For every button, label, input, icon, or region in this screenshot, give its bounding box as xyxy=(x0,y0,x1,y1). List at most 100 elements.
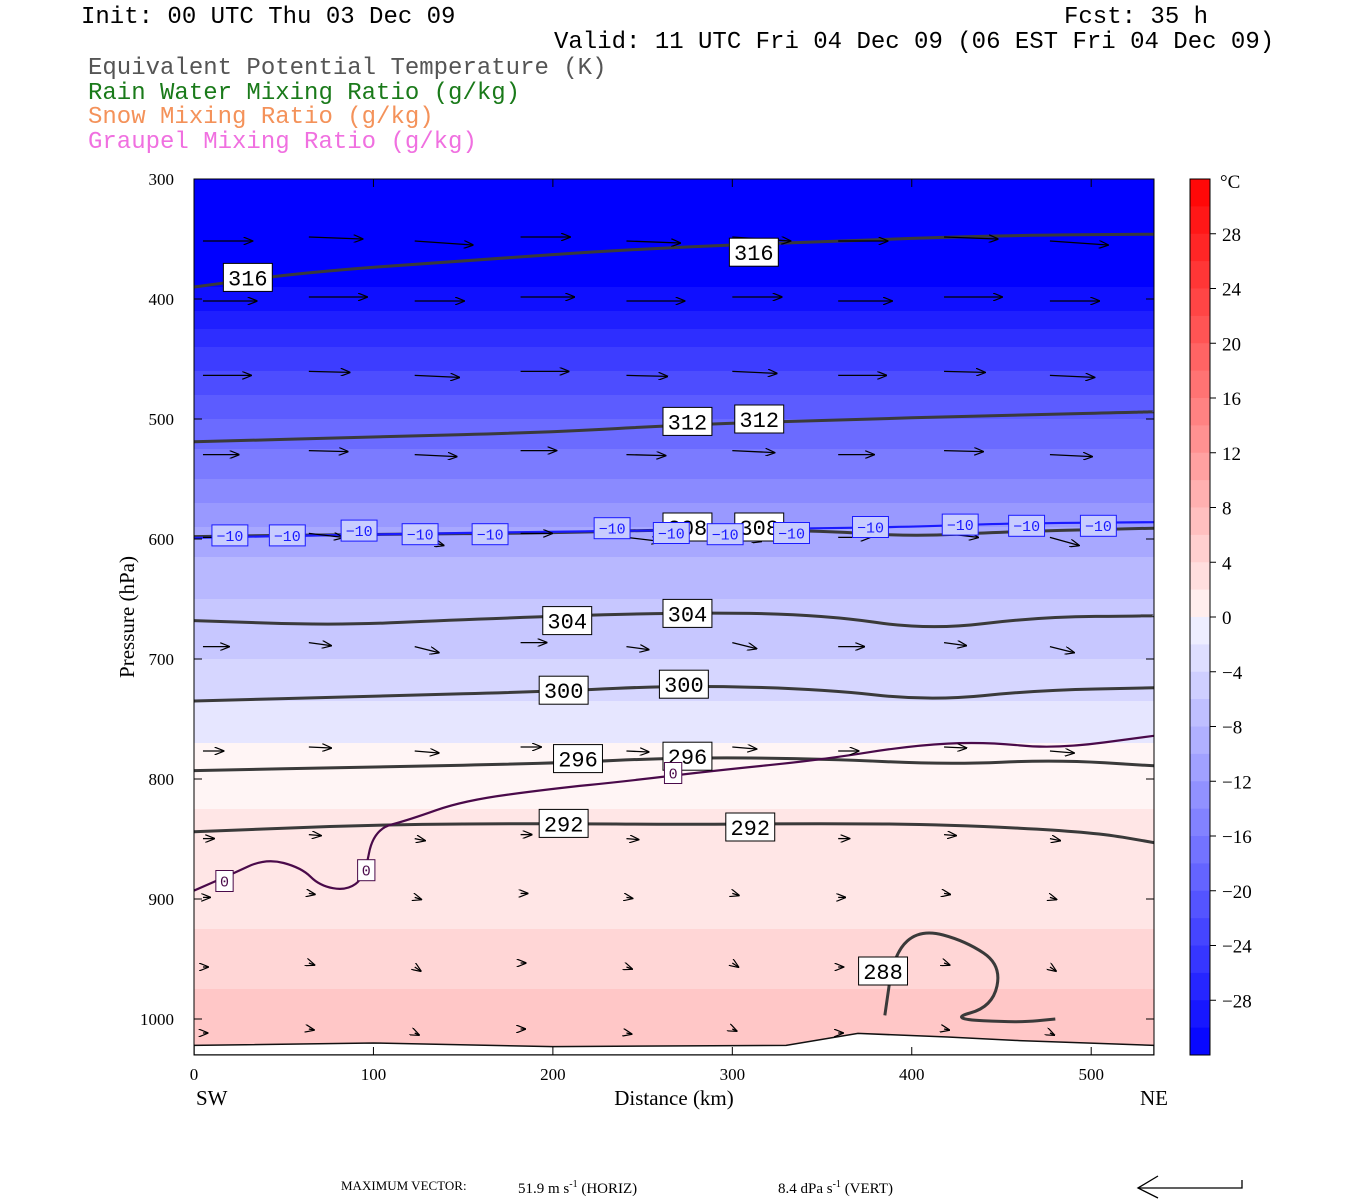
colorbar-swatch xyxy=(1190,945,1210,974)
temperature-band xyxy=(194,857,1154,864)
wind-vector xyxy=(414,645,439,653)
colorbar-swatch xyxy=(1190,534,1210,563)
temperature-band xyxy=(194,371,1154,378)
max-vector-label: MAXIMUM VECTOR: xyxy=(341,1178,467,1193)
temperature-band xyxy=(194,563,1154,570)
temperature-band xyxy=(194,365,1154,372)
theta-e-label-box xyxy=(222,262,273,292)
isotherm-label-box xyxy=(357,859,376,882)
isotherm-label-box xyxy=(706,523,744,546)
isotherm-label: −10 xyxy=(773,522,810,544)
theta-e-contour-316 xyxy=(194,232,1154,289)
wind-vector xyxy=(309,893,315,894)
temperature-band xyxy=(194,287,1154,294)
colorbar-tick-label: −16 xyxy=(1222,827,1252,848)
theta-e-label: 316 xyxy=(728,237,779,267)
temperature-band xyxy=(194,335,1154,342)
temperature-band xyxy=(194,1013,1154,1020)
isotherm-label-box xyxy=(663,762,683,784)
x-axis-label: Distance (km) xyxy=(614,1086,734,1110)
axes: 300 400 500 600 700 800 900 1000 0 100 200 300 400 50… xyxy=(115,170,1168,1110)
temperature-band xyxy=(194,1037,1154,1044)
wind-vector xyxy=(944,963,950,965)
temperature-band xyxy=(194,311,1154,318)
isotherm-label-box xyxy=(268,524,306,547)
theta-e-contour-296 xyxy=(194,756,1154,773)
wind-vector xyxy=(626,241,680,243)
temperature-band xyxy=(194,473,1154,480)
x-end-label-sw: SW xyxy=(196,1086,228,1110)
theta-e-label: 304 xyxy=(542,606,593,636)
isotherm-label: −10 xyxy=(1008,514,1046,537)
temperature-band xyxy=(194,785,1154,792)
wind-vector xyxy=(944,1029,949,1030)
temperature-band xyxy=(194,389,1154,396)
wind-vector xyxy=(626,751,648,752)
wind-vector xyxy=(309,963,315,965)
theta-e-label-box xyxy=(553,744,603,774)
colorbar-tick-label: 4 xyxy=(1222,553,1232,574)
isotherm-label-box xyxy=(852,516,889,538)
plot-frame xyxy=(193,178,1155,1056)
colorbar-swatch xyxy=(1190,972,1210,1001)
wind-vector xyxy=(732,963,738,967)
temperature-band xyxy=(194,209,1154,216)
temperature-band xyxy=(194,479,1154,486)
wind-vector xyxy=(626,967,632,969)
temperature-band xyxy=(194,449,1154,456)
theta-e-label-box xyxy=(662,406,713,436)
colorbar-swatch xyxy=(1190,233,1210,262)
temperature-band xyxy=(194,293,1154,300)
colorbar-tick-label: −8 xyxy=(1222,718,1242,739)
theta-e-label: 300 xyxy=(658,669,709,699)
colorbar-tick-label: −12 xyxy=(1222,772,1252,793)
temperature-band xyxy=(194,731,1154,738)
temperature-band xyxy=(194,965,1154,972)
wind-vector xyxy=(944,893,950,894)
temperature-band xyxy=(194,197,1154,204)
colorbar-tick-label: 16 xyxy=(1222,389,1241,410)
temperature-band xyxy=(194,893,1154,900)
temperature-band xyxy=(194,587,1154,594)
isotherm-label-text: −10 xyxy=(477,528,504,545)
temperature-band xyxy=(194,929,1154,936)
isotherm-label-text: 0 xyxy=(362,864,371,881)
colorbar-tick-label: 12 xyxy=(1222,444,1241,465)
isotherm-label: −10 xyxy=(401,523,439,546)
temperature-band xyxy=(194,575,1154,582)
colorbar-swatch xyxy=(1190,589,1210,618)
y-tick-label: 800 xyxy=(149,770,175,789)
temperature-band xyxy=(194,401,1154,408)
x-end-label-ne: NE xyxy=(1140,1086,1168,1110)
temperature-band xyxy=(194,737,1154,744)
colorbar-tick-label: 28 xyxy=(1222,225,1241,246)
x-tick-label: 400 xyxy=(899,1065,925,1084)
temperature-band xyxy=(194,359,1154,366)
y-axis-label: Pressure (hPa) xyxy=(115,556,139,678)
wind-vector xyxy=(732,893,738,895)
wind-vector xyxy=(732,371,776,373)
temperature-band xyxy=(194,653,1154,660)
temperature-band xyxy=(194,647,1154,654)
theta-e-label-text: 304 xyxy=(547,611,587,636)
temperature-band xyxy=(194,191,1154,198)
isotherm-label: −10 xyxy=(211,524,249,547)
theta-e-label-text: 292 xyxy=(730,817,770,842)
isotherm-label: 0 xyxy=(215,870,234,892)
isotherm-label-box xyxy=(471,523,509,546)
colorbar-swatch xyxy=(1190,726,1210,755)
colorbar-tick-label: −28 xyxy=(1222,991,1252,1012)
isotherm-label: −10 xyxy=(1079,514,1117,537)
valid-time: Valid: 11 UTC Fri 04 Dec 09 (06 EST Fri … xyxy=(554,29,1275,56)
colorbar-swatch xyxy=(1190,836,1210,864)
temperature-band xyxy=(194,329,1154,336)
theta-e-label-text: 312 xyxy=(668,411,708,436)
theta-e-label-text: 296 xyxy=(558,749,598,774)
max-horiz-vector: 51.9 m s-1 (HORIZ) xyxy=(518,1179,638,1197)
isotherm-label-box xyxy=(941,513,979,536)
colorbar-tick-label: 20 xyxy=(1222,334,1241,355)
y-tick-label: 300 xyxy=(149,170,175,189)
theta-e-label: 292 xyxy=(725,812,776,842)
theta-e-label: 316 xyxy=(222,262,273,292)
temperature-band xyxy=(194,935,1154,942)
